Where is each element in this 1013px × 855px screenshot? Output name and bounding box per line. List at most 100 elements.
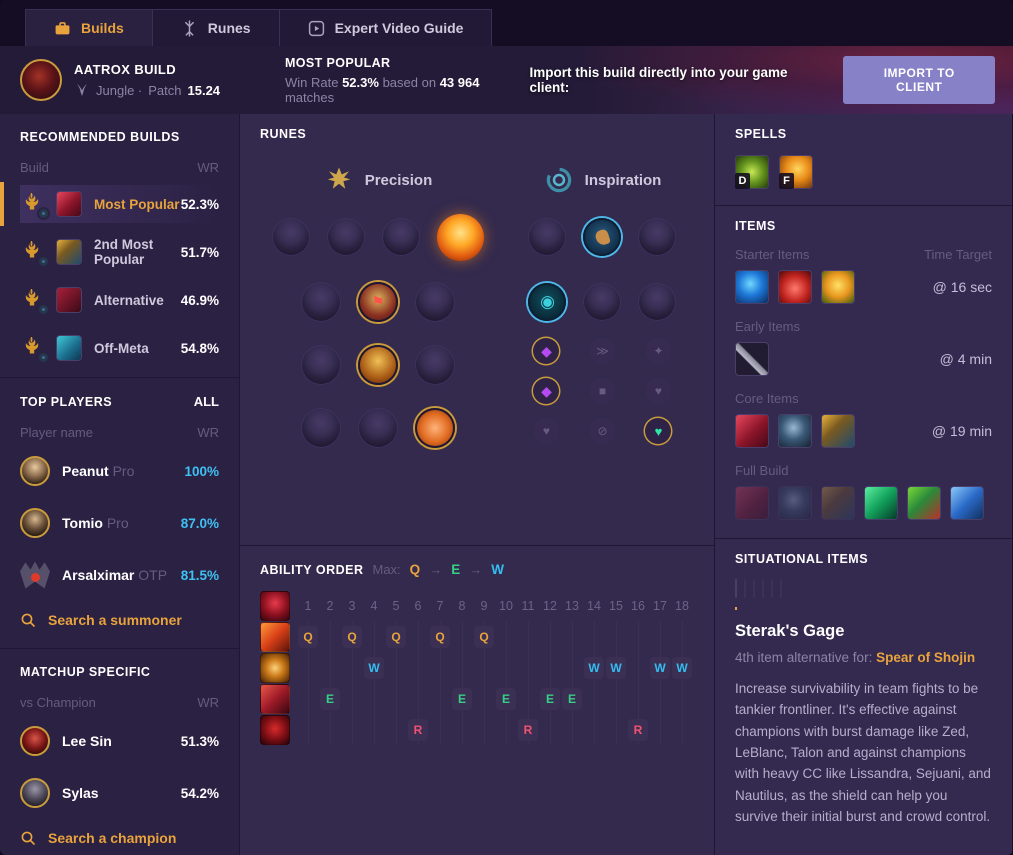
grid-line [440, 683, 441, 714]
search-champion[interactable]: Search a champion [20, 830, 219, 846]
build-row[interactable]: Off-Meta 54.8% [20, 329, 219, 367]
alt-item-name: Spear of Shojin [876, 650, 976, 665]
col-vs-champion-label: vs Champion [20, 695, 96, 710]
level-number: 16 [631, 598, 645, 613]
ability-level-badge: W [650, 656, 670, 679]
grid-line [528, 683, 529, 714]
build-row[interactable]: Alternative 46.9% [20, 281, 219, 319]
grid-line [330, 621, 331, 652]
import-to-client-button[interactable]: IMPORT TO CLIENT [843, 56, 995, 104]
grid-line [638, 683, 639, 714]
main-column: RUNES Precision [240, 114, 715, 855]
situational-item[interactable] [753, 579, 755, 610]
tab-expert-video-guide[interactable]: Expert Video Guide [279, 9, 493, 46]
matchup-row[interactable]: Sylas 54.2% [20, 772, 219, 814]
rune-cut-down-icon [357, 408, 398, 448]
primary-rune-row-2 [260, 343, 496, 387]
items-title: ITEMS [735, 219, 776, 233]
item-group-row: @ 16 sec [735, 270, 992, 304]
grid-line [330, 714, 331, 745]
grid-line [506, 652, 507, 683]
grid-line [462, 714, 463, 745]
ability-level-row: 1 2 3 4 5 6 7 8 9 10 11 12 13 14 15 16 17 18 [260, 590, 694, 621]
player-row[interactable]: Arsalximar OTP 81.5% [20, 554, 219, 596]
player-row[interactable]: Peanut Pro 100% [20, 450, 219, 492]
search-summoner[interactable]: Search a summoner [20, 612, 219, 628]
sidebar: RECOMMENDED BUILDS Build WR Most Popular… [0, 114, 240, 855]
matchup-specific-section: MATCHUP SPECIFIC vs Champion WR Lee Sin 5… [0, 649, 239, 855]
tab-label: Builds [81, 20, 124, 36]
top-players-title: TOP PLAYERS [20, 394, 113, 409]
build-item-icon [56, 191, 82, 217]
rune-coup-de-grace-icon [300, 408, 341, 448]
grid-line [616, 714, 617, 745]
level-number: 5 [392, 598, 400, 613]
build-label: 2nd Most Popular [94, 237, 154, 267]
grid-line [396, 683, 397, 714]
ability-level-badge: R [518, 718, 538, 741]
level-number: 10 [499, 598, 513, 613]
time-target-value: @ 4 min [939, 351, 992, 367]
situational-items-title: SITUATIONAL ITEMS [735, 552, 869, 566]
all-players-link[interactable]: ALL [193, 394, 219, 409]
search-icon [21, 613, 35, 627]
spells-section: SPELLS D F [715, 114, 1012, 189]
item-icon [821, 270, 855, 304]
grid-line [418, 621, 419, 652]
rune-magical-footwear-icon [583, 218, 622, 256]
ability-level-badge: W [584, 656, 604, 679]
player-name: Peanut Pro [62, 463, 135, 479]
grid-line [682, 683, 683, 714]
selected-item-description: Increase survivability in team fights to… [735, 681, 991, 824]
build-winrate: 52.3% [180, 196, 219, 212]
item-icon [778, 414, 812, 448]
spell-key: F [779, 173, 794, 189]
item-icon [735, 579, 737, 598]
item-group-label: Early Items [735, 319, 801, 334]
grid-line [352, 652, 353, 683]
rune-tree-mini-icon [20, 239, 50, 268]
situational-item[interactable] [771, 579, 773, 610]
grid-line [594, 683, 595, 714]
grid-line [550, 621, 551, 652]
grid-line [352, 683, 353, 714]
grid-line [352, 714, 353, 745]
build-winrate: 46.9% [180, 292, 219, 308]
matchup-row[interactable]: Lee Sin 51.3% [20, 720, 219, 762]
item-group-label: Full Build [735, 463, 789, 478]
inspiration-icon [546, 167, 571, 193]
build-row[interactable]: 2nd Most Popular 51.7% [20, 233, 219, 271]
based-on-label: based on [382, 74, 437, 90]
matchup-list: Lee Sin 51.3% Sylas 54.2% [20, 720, 219, 814]
situational-item[interactable] [735, 579, 737, 610]
grid-line [660, 621, 661, 652]
ability-grid: 1 2 3 4 5 6 7 8 9 10 11 12 13 14 15 16 17 18 Q Q Q Q Q W W W W W E E E… [260, 590, 694, 745]
situational-item[interactable] [744, 579, 746, 610]
grid-line [308, 714, 309, 745]
tab-runes[interactable]: Runes [152, 9, 280, 46]
ability-level-badge: Q [298, 625, 318, 648]
champion-avatar [20, 59, 62, 101]
grid-line [572, 714, 573, 745]
rune-tree-mini-icon [20, 191, 50, 220]
rune-presence-of-mind-icon [414, 282, 455, 322]
player-row[interactable]: Tomio Pro 87.0% [20, 502, 219, 544]
ability-order-section: ABILITY ORDER Max: Q → E → W 1 2 3 4 5 6 7 8 9 10… [240, 546, 714, 745]
items-section: ITEMS Starter Items Time Target @ 16 sec… [715, 206, 1012, 520]
jungle-role-icon [77, 84, 87, 96]
secondary-tree-mini-icon [37, 303, 50, 316]
player-winrate: 100% [184, 463, 219, 479]
stat-shard-icon: ◆ [533, 378, 560, 404]
arrow-icon: → [429, 562, 443, 577]
situational-item[interactable] [780, 579, 782, 610]
ability-level-badge: E [452, 687, 472, 710]
stat-shard-icon: ♥ [645, 418, 672, 444]
matchup-winrate: 51.3% [180, 733, 219, 749]
situational-item[interactable] [762, 579, 764, 610]
grid-line [374, 683, 375, 714]
matches-label: matches [284, 89, 335, 105]
build-row[interactable]: Most Popular 52.3% [0, 182, 219, 226]
win-rate-value: 52.3% [342, 74, 379, 90]
tab-builds[interactable]: Builds [25, 9, 153, 46]
